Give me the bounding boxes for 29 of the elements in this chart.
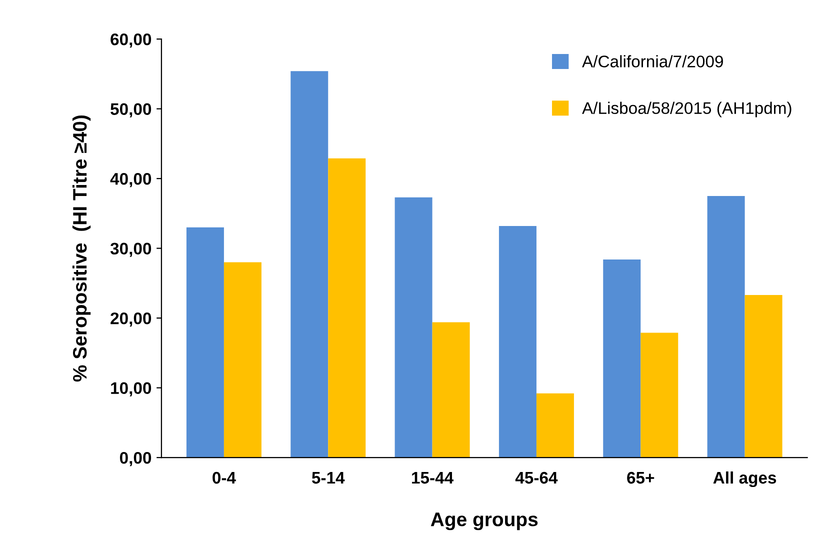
y-axis-title: % Seropositive (HI Titre ≥40) bbox=[72, 116, 91, 382]
x-tick-label: 15-44 bbox=[412, 472, 454, 484]
bar bbox=[224, 262, 262, 458]
y-tick-label: 20,00 bbox=[110, 312, 152, 327]
y-tick-label: 30,00 bbox=[110, 242, 152, 257]
bar bbox=[707, 196, 745, 458]
x-tick-label: All ages bbox=[713, 471, 776, 488]
bar bbox=[394, 197, 432, 458]
bar bbox=[640, 332, 678, 458]
x-tick-label: 5-14 bbox=[312, 472, 345, 484]
bar bbox=[328, 158, 366, 458]
x-tick-label: 0-4 bbox=[212, 472, 236, 484]
bar bbox=[290, 71, 328, 458]
y-tick-label: 50,00 bbox=[110, 103, 152, 118]
bar bbox=[432, 322, 470, 458]
x-tick-label: 45-64 bbox=[515, 472, 558, 484]
y-tick-label: 0,00 bbox=[120, 452, 152, 466]
legend-label: A/California/7/2009 bbox=[582, 55, 723, 68]
bar bbox=[498, 226, 536, 458]
bar bbox=[603, 259, 641, 458]
y-tick-label: 40,00 bbox=[110, 172, 152, 188]
y-tick-label: 10,00 bbox=[111, 382, 152, 396]
x-axis-title: Age groups bbox=[430, 512, 538, 530]
y-tick-label: 60,00 bbox=[110, 33, 152, 48]
legend-label: A/Lisboa/58/2015 (AH1pdm) bbox=[582, 102, 792, 118]
x-tick-label: 65+ bbox=[627, 472, 654, 484]
bar bbox=[744, 295, 782, 458]
bar bbox=[536, 393, 574, 458]
bar bbox=[186, 227, 224, 458]
